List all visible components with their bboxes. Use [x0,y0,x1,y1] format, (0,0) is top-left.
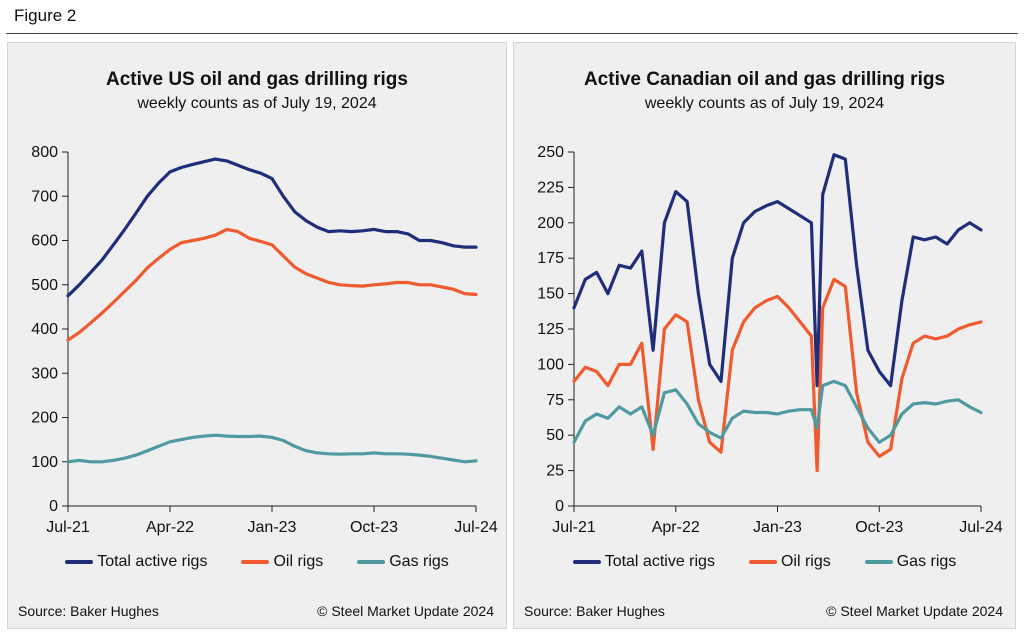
x-tick-label: Jan-23 [248,519,297,536]
series-line-total [572,153,983,388]
x-tick-label: Jul-21 [46,519,90,536]
copyright-note: © Steel Market Update 2024 [317,603,494,619]
us-rigs-chart-panel: Active US oil and gas drilling rigs week… [7,42,507,629]
y-tick-label: 0 [555,498,564,515]
y-tick-label: 600 [31,233,58,250]
legend-item-total: Total active rigs [65,553,207,571]
y-tick-label: 0 [49,498,58,515]
y-tick-label: 100 [537,356,564,373]
legend-item-oil: Oil rigs [241,553,323,571]
x-tick-label: Apr-22 [146,519,194,536]
y-tick-label: 500 [31,277,58,294]
legend-swatch-oil [241,560,270,564]
chart-title: Active Canadian oil and gas drilling rig… [583,69,946,90]
chart-legend: Total active rigs Oil rigs Gas rigs [8,553,506,571]
chart-title: Active US oil and gas drilling rigs [106,69,408,90]
x-tick-label: Jan-23 [753,519,802,536]
legend-label-total: Total active rigs [604,553,715,570]
figure-title: Figure 2 [14,6,77,25]
legend-swatch-total [65,560,94,564]
x-tick-label: Jul-24 [959,519,1003,536]
series-line-gas [66,433,478,464]
y-tick-label: 200 [537,215,564,232]
us-rigs-chart: 0 100 200 300 400 500 600 700 800 Jul-21 Apr-22 Jan… [31,144,498,536]
x-tick-label: Jul-24 [454,519,498,536]
legend-label-total: Total active rigs [97,553,208,570]
y-tick-label: 50 [546,427,564,444]
chart-legend: Total active rigs Oil rigs Gas rigs [514,553,1015,571]
x-tick-label: Oct-23 [350,519,398,536]
legend-label-gas: Gas rigs [389,553,449,570]
y-tick-label: 300 [31,365,58,382]
series-line-total [66,157,478,298]
y-tick-label: 25 [546,463,564,480]
series-line-oil [66,227,478,342]
legend-swatch-total [572,560,601,564]
canada-rigs-chart: 0 25 50 75 100 125 150 175 200 225 250 Jul-21 Apr-22… [537,144,1003,536]
legend-swatch-gas [864,560,893,564]
legend-item-gas: Gas rigs [357,553,449,571]
x-tick-label: Apr-22 [652,519,700,536]
legend-swatch-oil [748,560,777,564]
legend-swatch-gas [357,560,386,564]
y-tick-label: 75 [546,392,564,409]
legend-item-gas: Gas rigs [864,553,957,571]
y-tick-label: 700 [31,188,58,205]
y-tick-label: 225 [537,179,564,196]
y-tick-label: 400 [31,321,58,338]
source-note: Source: Baker Hughes [524,603,665,619]
legend-label-oil: Oil rigs [273,553,324,570]
y-tick-label: 200 [31,410,58,427]
x-tick-label: Oct-23 [855,519,903,536]
legend-item-total: Total active rigs [572,553,715,571]
y-tick-label: 125 [537,321,564,338]
y-tick-label: 250 [537,144,564,161]
legend-item-oil: Oil rigs [748,553,831,571]
legend-label-oil: Oil rigs [780,553,831,570]
y-tick-label: 100 [31,454,58,471]
y-tick-label: 800 [31,144,58,161]
series-line-gas [572,379,983,444]
y-tick-label: 150 [537,286,564,303]
y-tick-label: 175 [537,250,564,267]
series-line-oil [572,277,983,473]
x-tick-label: Jul-21 [552,519,596,536]
chart-subtitle: weekly counts as of July 19, 2024 [644,95,885,112]
chart-subtitle: weekly counts as of July 19, 2024 [137,95,377,112]
legend-label-gas: Gas rigs [896,553,957,570]
copyright-note: © Steel Market Update 2024 [826,603,1003,619]
canada-rigs-chart-panel: Active Canadian oil and gas drilling rig… [513,42,1016,629]
header-rule [6,33,1018,34]
source-note: Source: Baker Hughes [18,603,159,619]
